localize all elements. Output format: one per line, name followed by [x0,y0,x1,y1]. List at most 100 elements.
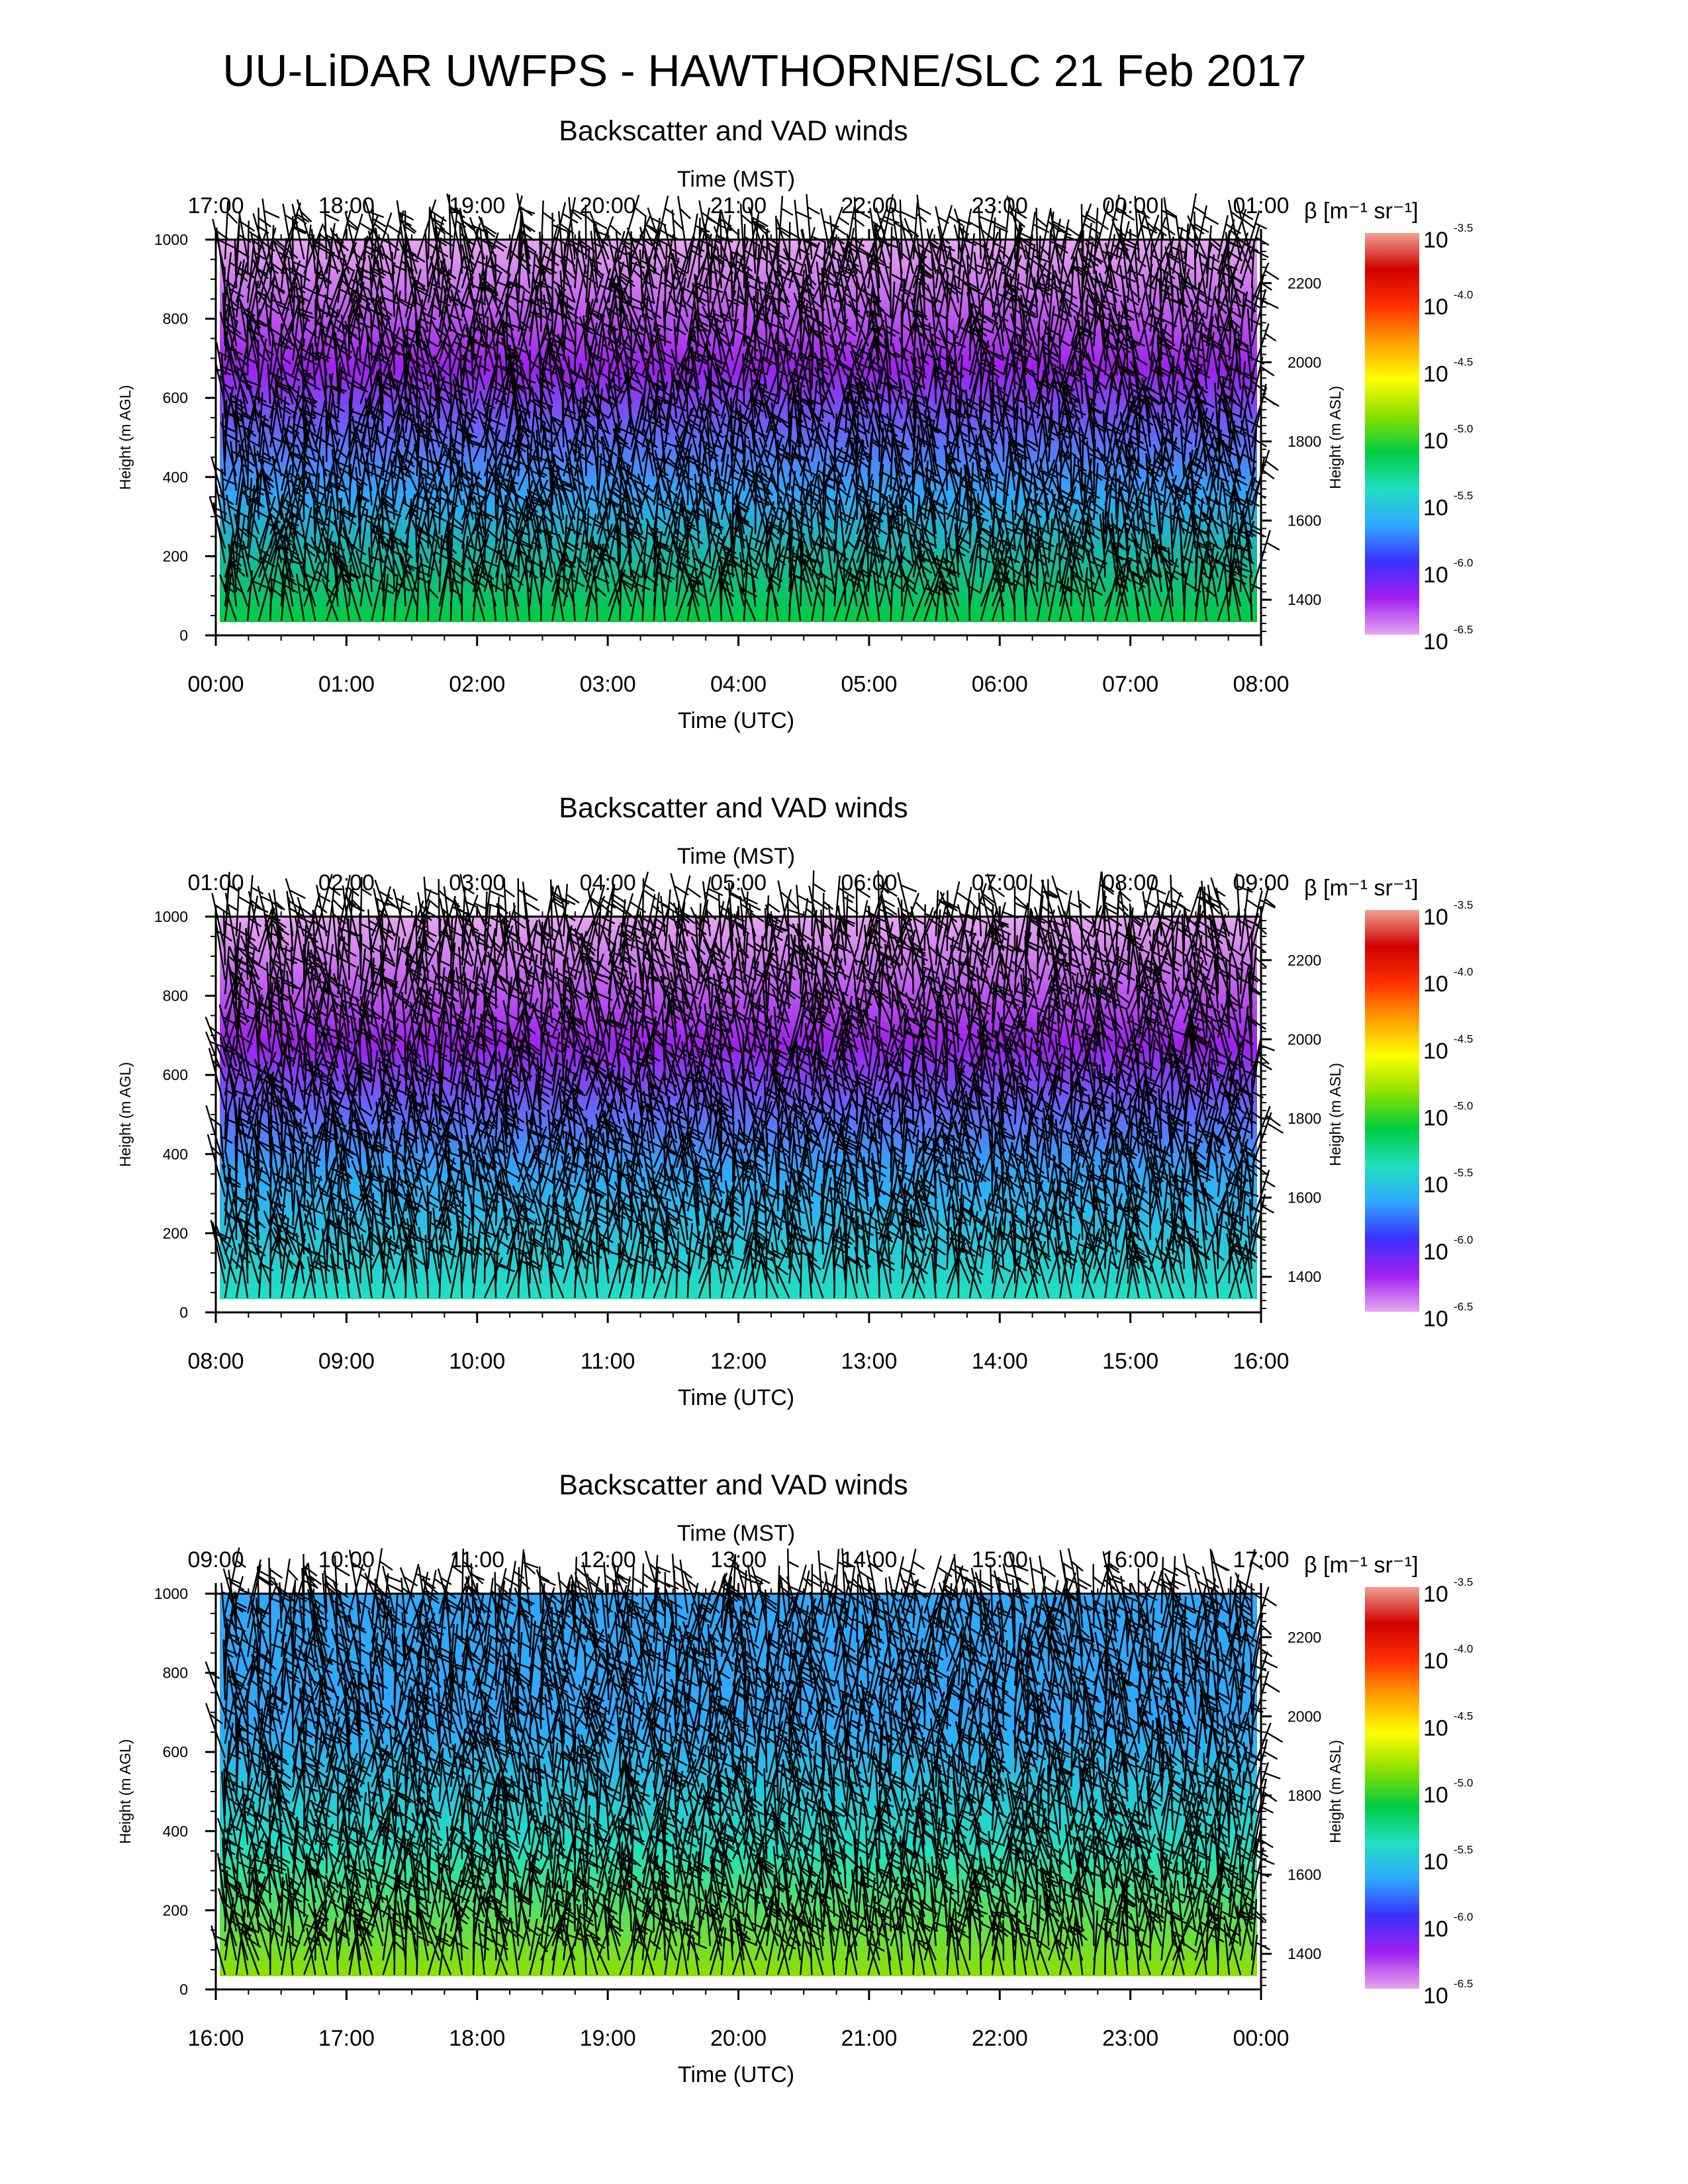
top-tick-label: 16:00 [1102,1547,1158,1572]
left-tick-label: 0 [179,627,188,644]
top-tick-label: 10:00 [318,1547,375,1572]
colorbar-tick-exponent: -6.0 [1454,1911,1473,1923]
colorbar-tick-label: 10 -4.0 [1423,1643,1473,1674]
bottom-tick-label: 19:00 [580,2026,636,2051]
left-tick-label: 1000 [154,908,188,925]
bottom-tick-label: 02:00 [449,672,505,697]
left-tick-label: 800 [163,1664,188,1682]
wind-barbs [209,193,1280,621]
colorbar-tick-exponent: -3.5 [1454,899,1473,911]
top-tick-label: 19:00 [449,193,505,218]
colorbar-tick-label: 10 -5.0 [1423,1100,1473,1131]
colorbar-tick-base: 10 [1423,563,1448,588]
panels: Backscatter and VAD winds Time (MST) Time … [117,115,1473,2087]
colorbar-tick-exponent: -4.5 [1454,1709,1473,1722]
right-tick-label: 2000 [1288,353,1321,371]
colorbar-tick-label: 10 -5.5 [1423,1844,1473,1875]
colorbar-tick-exponent: -5.0 [1454,423,1473,435]
left-axis-title: Height (m AGL) [117,385,134,490]
right-axis-title: Height (m ASL) [1327,386,1344,489]
top-tick-label: 06:00 [841,870,897,895]
bottom-tick-label: 08:00 [1233,672,1289,697]
colorbar-tick-label: 10 -3.5 [1423,222,1473,253]
top-tick-label: 05:00 [710,870,767,895]
left-axis-title: Height (m AGL) [117,1739,134,1844]
colorbar-tick-exponent: -4.5 [1454,1032,1473,1045]
right-axis-title: Height (m ASL) [1327,1740,1344,1843]
colorbar-tick-base: 10 [1423,1649,1448,1674]
top-axis-title: Time (MST) [677,844,795,869]
colorbar-tick-base: 10 [1423,1240,1448,1265]
left-tick-label: 1000 [154,1585,188,1602]
colorbar-tick-label: 10 -4.0 [1423,966,1473,997]
colorbar-tick-base: 10 [1423,905,1448,930]
bottom-tick-label: 21:00 [841,2026,897,2051]
left-tick-label: 600 [163,1066,188,1083]
colorbar-tick-base: 10 [1423,972,1448,997]
colorbar-tick-exponent: -4.0 [1454,966,1473,978]
panel-title: Backscatter and VAD winds [559,1469,908,1501]
colorbar-title: β [m⁻¹ sr⁻¹] [1304,199,1419,224]
right-tick-label: 1600 [1288,512,1321,529]
left-tick-label: 0 [179,1981,188,1998]
colorbar-tick-base: 10 [1423,629,1448,655]
panel-3: Backscatter and VAD winds Time (MST) Time … [117,1469,1473,2087]
panel-1: Backscatter and VAD winds Time (MST) Time … [117,115,1473,733]
colorbar-tick-label: 10 -5.0 [1423,423,1473,454]
colorbar [1365,1587,1419,1989]
right-tick-label: 2200 [1288,275,1321,292]
colorbar-tick-label: 10 -4.5 [1423,355,1473,387]
top-tick-label: 20:00 [580,193,636,218]
colorbar-tick-label: 10 -6.5 [1423,1978,1473,2009]
colorbar-tick-label: 10 -4.0 [1423,289,1473,320]
wind-barb-strokes [205,1547,1284,1976]
colorbar-tick-base: 10 [1423,361,1448,387]
top-tick-label: 09:00 [187,1547,244,1572]
wind-barbs [205,1547,1284,1976]
top-tick-label: 12:00 [580,1547,636,1572]
right-tick-label: 1400 [1288,1945,1321,1962]
bottom-tick-label: 15:00 [1102,1349,1158,1374]
colorbar-tick-label: 10 -4.5 [1423,1709,1473,1741]
colorbar-tick-base: 10 [1423,1715,1448,1741]
right-axis-title: Height (m ASL) [1327,1063,1344,1166]
colorbar-tick-base: 10 [1423,1983,1448,2009]
colorbar-tick-exponent: -6.5 [1454,1978,1473,1990]
wind-barb-strokes [205,870,1284,1298]
right-tick-label: 1800 [1288,1787,1321,1804]
bottom-tick-label: 09:00 [318,1349,375,1374]
top-tick-label: 22:00 [841,193,897,218]
bottom-tick-label: 01:00 [318,672,375,697]
bottom-tick-label: 18:00 [449,2026,505,2051]
colorbar-tick-base: 10 [1423,429,1448,454]
wind-barb-strokes [209,193,1280,621]
wind-barbs [205,870,1284,1298]
bottom-tick-label: 16:00 [1233,1349,1289,1374]
colorbar-tick-base: 10 [1423,1038,1448,1064]
top-tick-label: 13:00 [710,1547,767,1572]
top-axis-title: Time (MST) [677,167,795,192]
colorbar-tick-exponent: -6.5 [1454,1300,1473,1313]
left-tick-label: 600 [163,389,188,406]
bottom-tick-label: 16:00 [187,2026,244,2051]
bottom-tick-label: 13:00 [841,1349,897,1374]
top-tick-label: 04:00 [580,870,636,895]
colorbar-tick-label: 10 -3.5 [1423,1576,1473,1607]
top-tick-label: 09:00 [1233,870,1289,895]
colorbar-tick-base: 10 [1423,295,1448,320]
colorbar-title: β [m⁻¹ sr⁻¹] [1304,876,1419,901]
colorbar-tick-label: 10 -5.5 [1423,490,1473,521]
left-tick-label: 0 [179,1304,188,1321]
right-tick-label: 1800 [1288,433,1321,450]
right-tick-label: 1600 [1288,1866,1321,1884]
top-tick-label: 21:00 [710,193,767,218]
colorbar [1365,910,1419,1312]
left-tick-label: 1000 [154,231,188,248]
bottom-tick-label: 20:00 [710,2026,767,2051]
colorbar-tick-label: 10 -3.5 [1423,899,1473,930]
right-tick-label: 2000 [1288,1707,1321,1725]
colorbar-tick-label: 10 -6.5 [1423,623,1473,655]
right-tick-label: 1400 [1288,1268,1321,1285]
colorbar-tick-exponent: -6.0 [1454,557,1473,569]
top-tick-label: 17:00 [1233,1547,1289,1572]
